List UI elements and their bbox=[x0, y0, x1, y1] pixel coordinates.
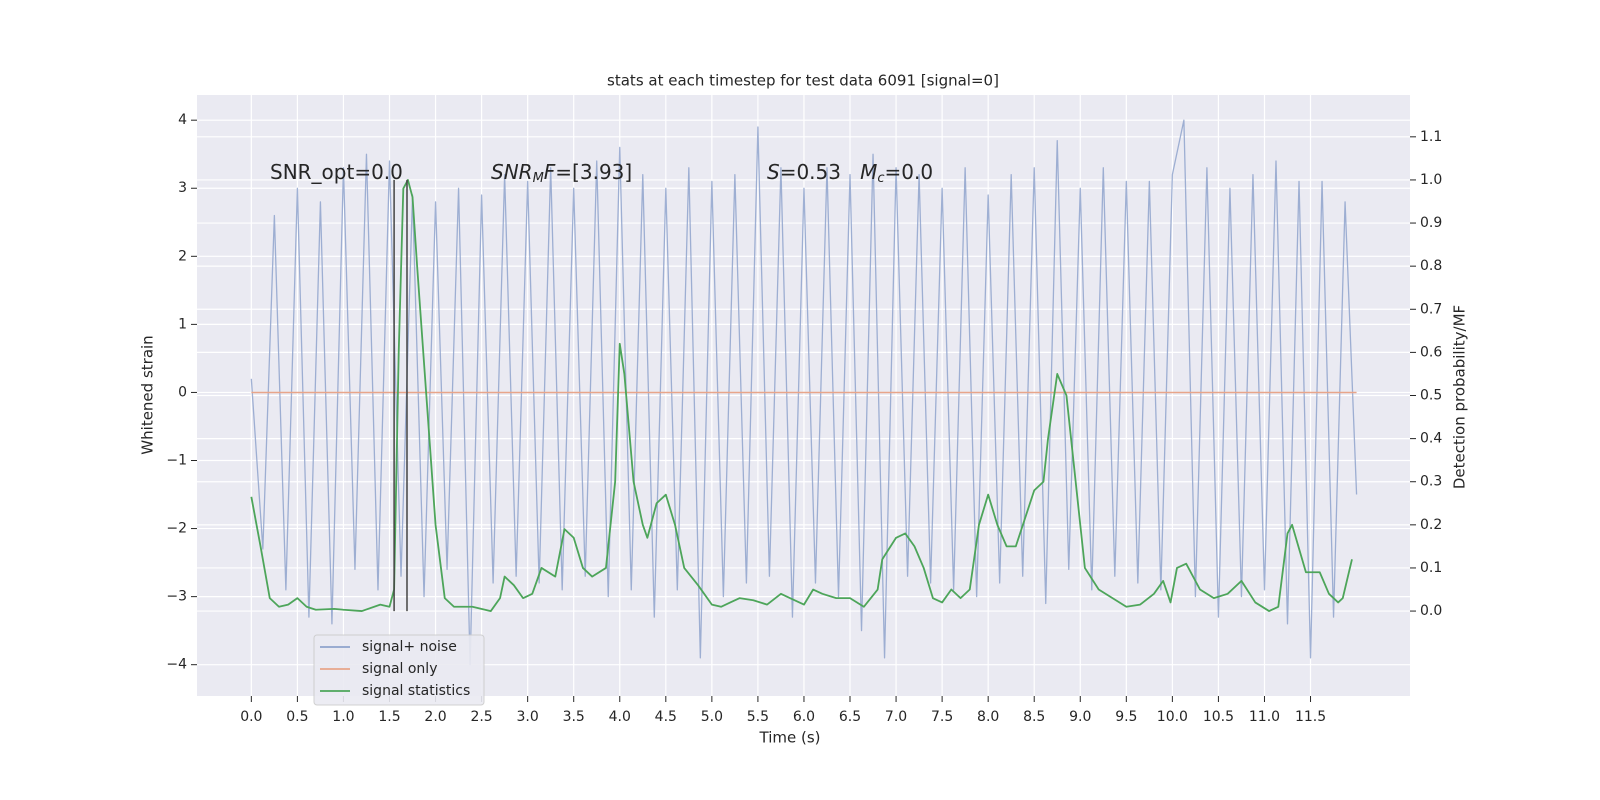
y-tick-label: 2 bbox=[178, 248, 187, 264]
annotation-part: =0.0 bbox=[885, 160, 934, 184]
x-tick-label: 11.0 bbox=[1249, 709, 1280, 725]
x-axis-label: Time (s) bbox=[759, 729, 821, 747]
annotation-part: F bbox=[544, 160, 556, 184]
y-tick-label: −3 bbox=[166, 589, 187, 605]
x-tick-label: 9.0 bbox=[1069, 709, 1091, 725]
y2-tick-label: 1.1 bbox=[1420, 129, 1442, 145]
x-tick-label: 2.0 bbox=[424, 709, 446, 725]
y2-tick-label: 0.9 bbox=[1420, 215, 1442, 231]
annotation-part: SNR bbox=[491, 160, 533, 184]
y2-tick-label: 0.5 bbox=[1420, 388, 1442, 404]
legend-label: signal only bbox=[362, 661, 437, 677]
y2-tick-label: 1.0 bbox=[1420, 172, 1442, 188]
y-tick-label: 1 bbox=[178, 316, 187, 332]
annotation-part: =0.53 bbox=[780, 160, 860, 184]
y2-tick-label: 0.2 bbox=[1420, 517, 1442, 533]
y2-tick-label: 0.1 bbox=[1420, 560, 1442, 576]
x-tick-label: 6.0 bbox=[793, 709, 815, 725]
x-tick-label: 6.5 bbox=[839, 709, 861, 725]
x-tick-label: 5.0 bbox=[701, 709, 723, 725]
y2-tick-label: 0.3 bbox=[1420, 474, 1442, 490]
y2-tick-label: 0.4 bbox=[1420, 431, 1442, 447]
x-tick-label: 7.5 bbox=[931, 709, 953, 725]
y-tick-label: −1 bbox=[166, 453, 187, 469]
x-tick-label: 8.0 bbox=[977, 709, 999, 725]
line-series bbox=[250, 179, 1353, 612]
y-tick-label: 4 bbox=[178, 112, 187, 128]
x-tick-label: 5.5 bbox=[747, 709, 769, 725]
x-tick-label: 8.5 bbox=[1023, 709, 1045, 725]
y2-tick-label: 0.7 bbox=[1420, 301, 1442, 317]
x-tick-label: 10.0 bbox=[1157, 709, 1188, 725]
x-tick-label: 1.5 bbox=[378, 709, 400, 725]
y-tick-label: 0 bbox=[178, 384, 187, 400]
x-tick-label: 2.5 bbox=[470, 709, 492, 725]
y2-axis-label: Detection probability/MF bbox=[1451, 305, 1469, 489]
annotation-part: =[3.93] bbox=[555, 160, 632, 184]
y2-tick-label: 0.8 bbox=[1420, 258, 1442, 274]
x-tick-label: 0.5 bbox=[286, 709, 308, 725]
annotation-part: c bbox=[877, 171, 884, 186]
x-tick-label: 1.0 bbox=[332, 709, 354, 725]
annotation-part: SNR_opt=0.0 bbox=[270, 160, 403, 184]
y-axis-label: Whitened strain bbox=[139, 335, 157, 454]
x-tick-label: 9.5 bbox=[1115, 709, 1137, 725]
annotation-part: M bbox=[533, 171, 544, 186]
x-tick-label: 7.0 bbox=[885, 709, 907, 725]
annotation: SNRMF=[3.93] bbox=[491, 160, 632, 186]
line-series bbox=[250, 119, 1358, 666]
x-tick-label: 4.0 bbox=[609, 709, 631, 725]
x-tick-label: 3.0 bbox=[517, 709, 539, 725]
y-tick-label: 3 bbox=[178, 180, 187, 196]
y-tick-label: −4 bbox=[166, 657, 187, 673]
x-tick-label: 0.0 bbox=[240, 709, 262, 725]
y-tick-label: −2 bbox=[166, 521, 187, 537]
annotation-part: M bbox=[860, 160, 877, 184]
annotation: SNR_opt=0.0 bbox=[270, 160, 403, 184]
x-tick-label: 4.5 bbox=[655, 709, 677, 725]
annotation: S=0.53 Mc=0.0 bbox=[767, 160, 933, 186]
legend-label: signal statistics bbox=[362, 683, 470, 699]
legend-box bbox=[313, 634, 485, 706]
annotation-part: S bbox=[767, 160, 780, 184]
y2-tick-label: 0.6 bbox=[1420, 344, 1442, 360]
x-tick-label: 3.5 bbox=[563, 709, 585, 725]
x-tick-label: 10.5 bbox=[1203, 709, 1234, 725]
y2-tick-label: 0.0 bbox=[1420, 603, 1442, 619]
legend-label: signal+ noise bbox=[362, 639, 457, 655]
x-tick-label: 11.5 bbox=[1295, 709, 1326, 725]
chart-title: stats at each timestep for test data 609… bbox=[607, 72, 999, 90]
